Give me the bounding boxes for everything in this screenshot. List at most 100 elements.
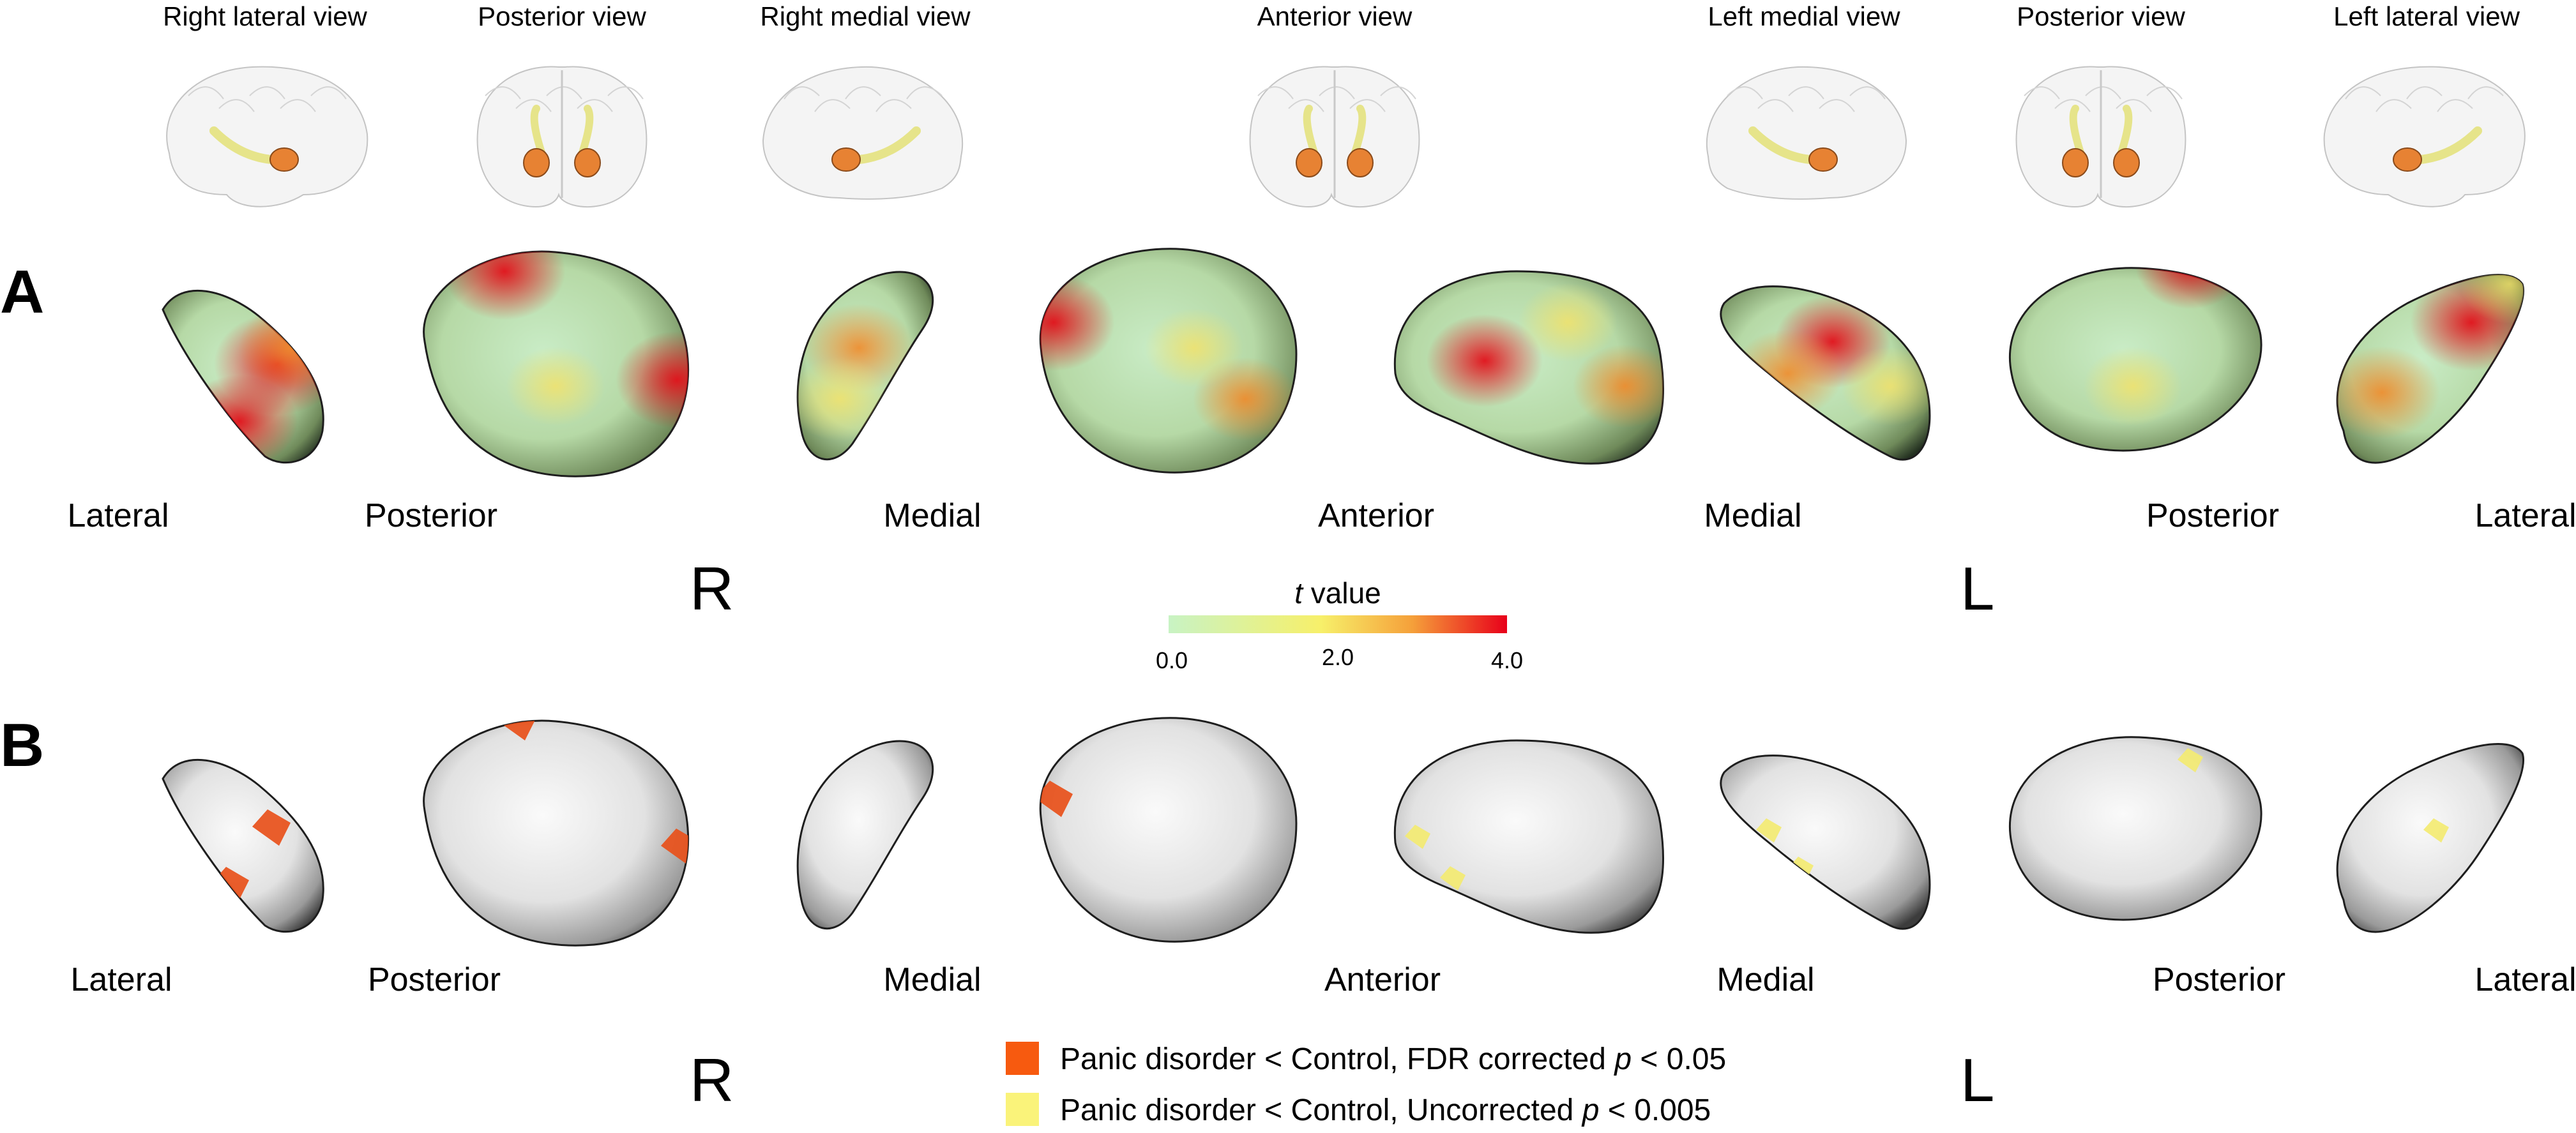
amygdala-mini [574, 148, 601, 177]
view-label: Medial [883, 961, 981, 998]
amygdala-mini [1808, 147, 1838, 172]
gyrus-line [875, 99, 912, 112]
colorbar-tick-1: 2.0 [1322, 644, 1354, 670]
amygdala-mini [523, 148, 550, 177]
brain-view: Left medial view [1706, 1, 1907, 200]
blob-orange [1573, 344, 1663, 428]
surface-shape [162, 289, 324, 464]
brain-outline [1249, 66, 1420, 208]
colorbar-title-rest: value [1303, 576, 1381, 610]
panel-b-shapes: Lateral Posterior Medial Anterior Medial Post… [71, 717, 2576, 998]
surface-body [796, 740, 934, 930]
brain-view: Right medial view [760, 1, 971, 200]
surface-shape [1039, 248, 1298, 474]
gyrus-line [249, 86, 285, 100]
surface-shape [423, 250, 690, 477]
view-label: Lateral [2475, 497, 2576, 534]
cluster-yellow [2178, 748, 2203, 772]
gyrus-line [1849, 86, 1886, 100]
blob-red [2135, 267, 2246, 310]
blob-yellow [2083, 347, 2183, 426]
brain-surface [2323, 66, 2526, 207]
gyrus-line [2116, 99, 2152, 112]
blob-yellow [798, 357, 892, 441]
gyrus-line [1380, 86, 1416, 100]
amygdala-mini [2113, 148, 2140, 177]
brain-outline [2015, 66, 2186, 208]
amygdala-mini [1347, 148, 1374, 177]
surface-shape [2009, 736, 2262, 921]
view-label: Posterior [2146, 497, 2279, 534]
gyrus-line [2024, 86, 2060, 100]
gyrus-line [607, 86, 644, 100]
gyrus-line [906, 86, 943, 100]
view-label: Medial [1704, 497, 1801, 534]
colorbar-tick-0: 0.0 [1156, 647, 1188, 673]
brain-view-title: Left medial view [1708, 1, 1900, 31]
surface-blobs [1732, 295, 1930, 426]
panel-letter-b: B [0, 711, 44, 779]
gyrus-line [1257, 86, 1294, 100]
gyrus-line [1788, 86, 1824, 100]
gyrus-line [485, 86, 521, 100]
blob-red [616, 331, 688, 429]
gyrus-line [2085, 86, 2121, 100]
brain-surface [762, 66, 963, 200]
surface-shape [2009, 267, 2262, 452]
surface-body [1039, 717, 1298, 943]
view-label: Lateral [71, 961, 172, 998]
view-label: Posterior [368, 961, 501, 998]
amygdala-mini [269, 147, 299, 172]
panel-letter-a: A [0, 258, 44, 326]
brain-outline [1706, 66, 1907, 200]
brain-view: Left lateral view [2323, 1, 2526, 207]
panel-a-side-left: L [1960, 555, 1994, 623]
gyrus-line [2406, 86, 2443, 100]
gyrus-line [1757, 99, 1794, 112]
brain-surface [166, 66, 368, 207]
cluster-yellow [2423, 818, 2449, 843]
surface-body [423, 719, 690, 947]
surface-shape [796, 271, 934, 461]
hippocampus-mini [854, 126, 921, 164]
gyrus-line [515, 99, 552, 112]
view-label: Posterior [2153, 961, 2285, 998]
cluster-orange [661, 829, 688, 865]
surface-blobs [1405, 825, 1466, 890]
cluster-yellow [1756, 818, 1782, 843]
colorbar-title-italic: t [1294, 576, 1304, 610]
cluster-orange [1040, 781, 1073, 817]
view-label: Lateral [68, 497, 169, 534]
surface-shape [1393, 739, 1665, 934]
surface-shape [1720, 285, 1931, 461]
brain-view: Right lateral view [163, 1, 368, 207]
gyrus-line [2054, 99, 2091, 112]
gyrus-line [2437, 99, 2473, 112]
panel-b-side-right: R [690, 1046, 734, 1114]
legend-swatch-uncorrected [1006, 1093, 1039, 1126]
surface-blobs [1427, 283, 1663, 428]
surface-body [1393, 739, 1665, 934]
panel-a-shapes: Lateral Posterior Medial Anterior Medial Post… [68, 248, 2576, 534]
blob-orange [238, 306, 324, 390]
surface-blobs [2423, 818, 2449, 843]
gyrus-line [845, 86, 881, 100]
cluster-orange [252, 809, 291, 846]
hippocampus-mini [1748, 126, 1815, 164]
brain-view-title: Right lateral view [163, 1, 367, 31]
brain-views-row: Right lateral view Posterior view Right me… [163, 1, 2526, 208]
gyrus-line [784, 86, 820, 100]
view-label: Anterior [1324, 961, 1441, 998]
surface-blobs [1040, 781, 1073, 817]
gyrus-line [546, 86, 582, 100]
surface-shape [162, 758, 324, 933]
colorbar-title: t value [1294, 576, 1381, 610]
legend-text-fdr: Panic disorder < Control, FDR corrected … [1060, 1042, 1726, 1076]
gyrus-line [218, 99, 255, 112]
surface-shape [2336, 743, 2524, 933]
blob-yellow [1840, 347, 1930, 426]
surface-shape [796, 740, 934, 930]
blob-yellow [1518, 283, 1618, 362]
amygdala-mini [2062, 148, 2089, 177]
surface-blobs [443, 251, 688, 429]
